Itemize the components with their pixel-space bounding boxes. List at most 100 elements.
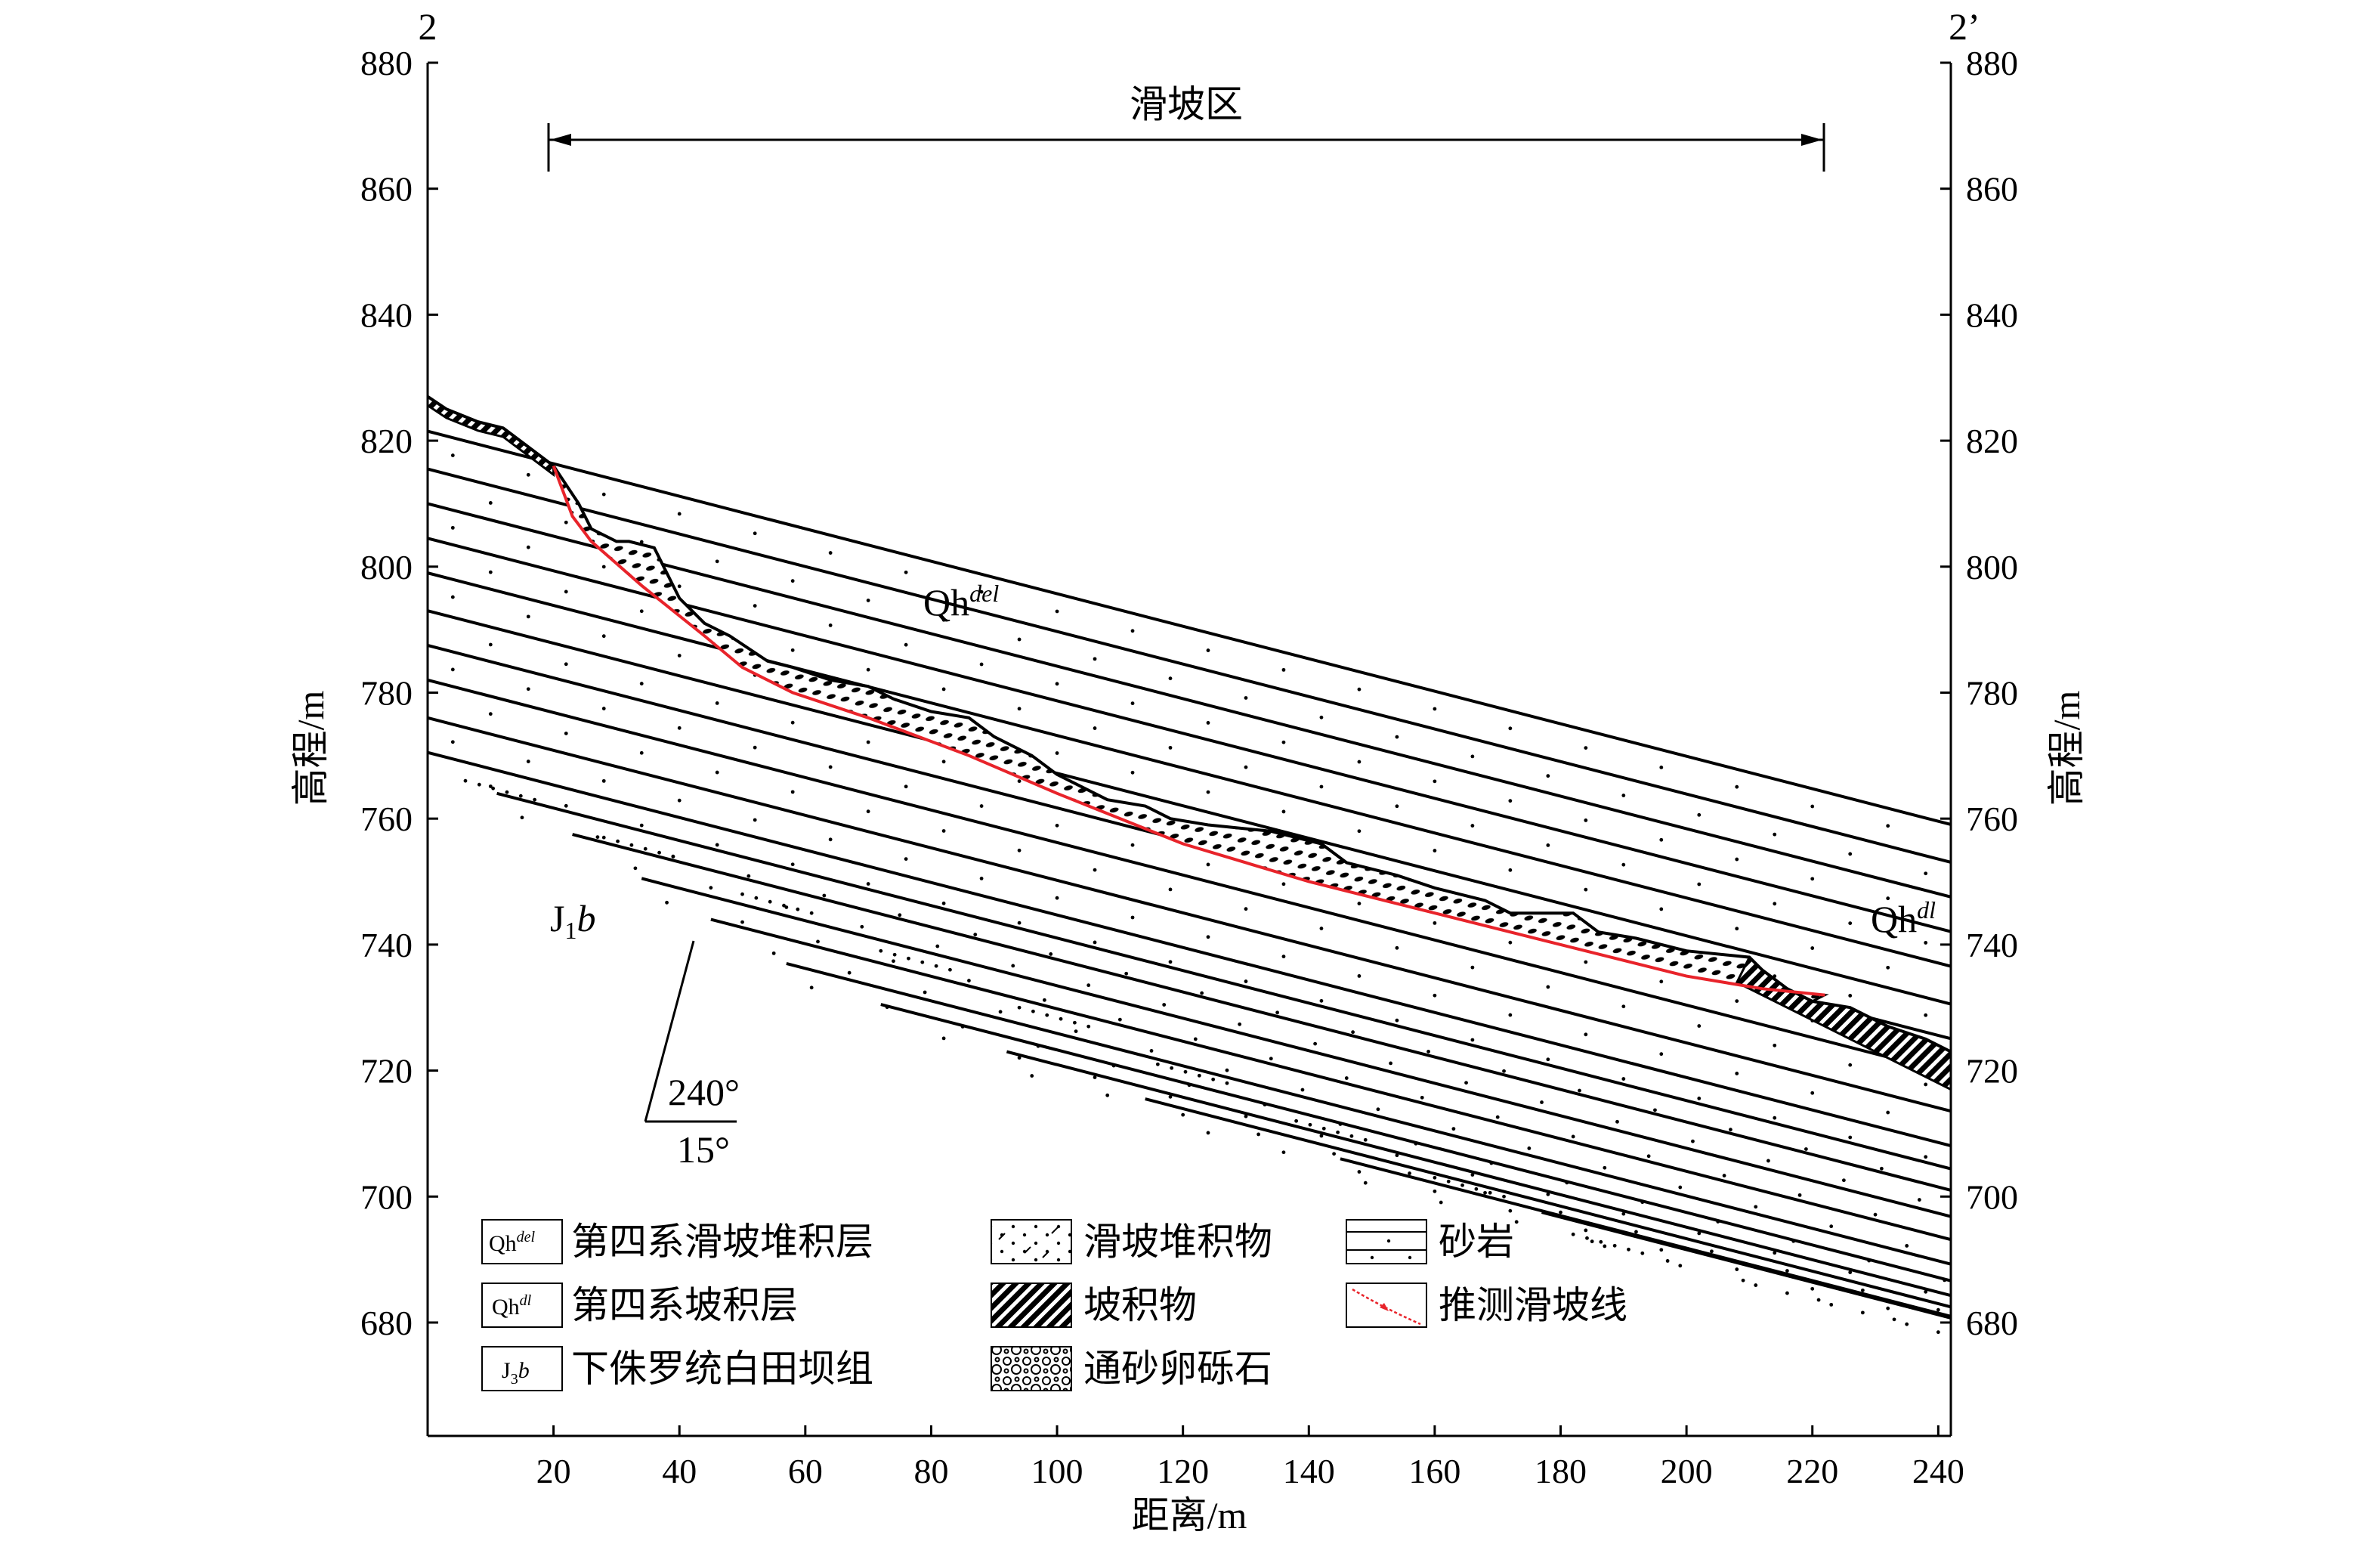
sandstone-dot [1848,852,1853,856]
sandstone-dot [1093,657,1097,661]
sandstone-dot [1446,1179,1451,1184]
sandstone-dot [1055,751,1059,755]
sandstone-dot [526,687,530,692]
y-tick-label-left: 880 [360,44,413,82]
sandstone-dot [1433,1175,1437,1180]
sandstone-dot [1924,1082,1928,1087]
x-axis-title: 距离/m [1132,1494,1247,1536]
sandstone-dot [1244,979,1248,983]
sandstone-dot [1584,960,1588,964]
legend: Qhdel 第四系滑坡堆积层 Qhdl 第四系坡积层 J3b 下侏罗统白田坝组 … [481,1219,1627,1391]
y-tick-label-left: 860 [360,170,413,209]
bedding-line [710,917,1951,1242]
sandstone-dot [1848,1270,1853,1274]
sandstone-dot [1197,1073,1201,1078]
sandstone-dot [1741,1278,1745,1283]
sandstone-dot [1031,1009,1035,1013]
sandstone-dot [1659,766,1664,769]
sandstone-dot [1183,1069,1188,1074]
sandstone-dot [1357,902,1362,905]
sandstone-dot [1678,1264,1683,1268]
bedding-line [786,961,1951,1266]
sandstone-dot [1433,921,1437,925]
sandstone-dot [1508,726,1513,731]
sandstone-dot [1735,1267,1739,1271]
sandstone-dot [1017,637,1022,642]
sandstone-dot [526,614,530,619]
sandstone-dot [1168,745,1173,750]
sandstone-dot [1181,1112,1185,1117]
sandstone-dot [1697,1024,1702,1028]
sandstone-dot [1395,1018,1399,1023]
sandstone-dot [828,837,833,842]
sandstone-dot [998,1010,1003,1014]
sandstone-dot [1697,812,1702,817]
y-tick-label-right: 720 [1966,1052,2018,1091]
sandstone-dot [1357,829,1362,834]
x-tick-label: 240 [1912,1452,1964,1490]
sandstone-dot [1281,955,1286,959]
sandstone-dot [488,501,493,505]
sandstone-dot [1735,784,1739,789]
right-y-ticks: 880 860 840 820 800 780 760 740 720 700 680 [1940,44,2018,1342]
sandstone-dot [1408,1171,1411,1175]
sandstone-dot [1055,682,1059,686]
bedding-line [428,678,1951,1075]
sandstone-dot [1584,818,1588,822]
sandstone-dot [1357,974,1362,978]
svg-text:滑坡堆积物: 滑坡堆积物 [1083,1221,1272,1263]
svg-text:第四系坡积层: 第四系坡积层 [571,1284,798,1326]
sandstone-dot [1451,1127,1456,1131]
sandstone-dot [1474,1187,1479,1191]
sandstone-dot [629,843,634,847]
sandstone-dot [1395,945,1399,950]
sandstone-dot [1130,843,1135,847]
sandstone-dot [1093,726,1097,730]
sandstone-dot [790,720,795,725]
sandstone-dot [1584,1228,1588,1233]
sandstone-dot [1225,1081,1229,1085]
sandstone-dot [898,913,902,917]
sandstone-dot [1168,887,1173,892]
sandstone-dot [1508,940,1513,945]
sandstone-dot [753,818,757,822]
y-tick-label-left: 680 [360,1304,413,1342]
sandstone-dot [709,886,713,890]
sandstone-dot [1691,1139,1695,1143]
sandstone-dot [904,784,908,789]
sandstone-dot [1508,1013,1513,1017]
sandstone-dot [1508,799,1513,803]
sandstone-dot [677,726,682,730]
sandstone-dot [1206,1131,1210,1135]
sandstone-dot [1130,915,1135,920]
sandstone-dot [1621,1077,1626,1081]
sandstone-dot [1508,868,1513,872]
bedding-line [496,791,1951,1171]
sandstone-dot [1168,676,1173,681]
sandstone-dot [1281,1150,1286,1155]
sandstone-dot [1659,837,1664,842]
x-tick-label: 180 [1535,1452,1587,1490]
sandstone-dot [595,835,600,839]
dip-direction-label: 240° [668,1071,740,1113]
sandstone-dot [677,654,682,658]
sandstone-dot [1634,1230,1638,1234]
sandstone-dot [1584,1032,1588,1037]
y-axis-title-right: 高程/m [2045,691,2088,806]
sandstone-dot [1627,1247,1630,1252]
sandstone-dot [907,956,910,961]
x-tick-label: 160 [1408,1452,1460,1490]
sandstone-dot [1313,1041,1318,1046]
sandstone-dot [1017,1056,1022,1060]
sandstone-dot [1319,927,1324,930]
sandstone-dot [1527,1146,1532,1150]
sandstone-dot [1848,921,1853,926]
sandstone-dot [1275,1010,1280,1015]
sandstone-dot [601,778,606,783]
bedding-line [1761,1267,1951,1320]
sandstone-dot [1130,701,1135,706]
sandstone-dot [1433,779,1437,784]
sandstone-dot [866,740,870,744]
sandstone-dot [1917,1198,1921,1202]
